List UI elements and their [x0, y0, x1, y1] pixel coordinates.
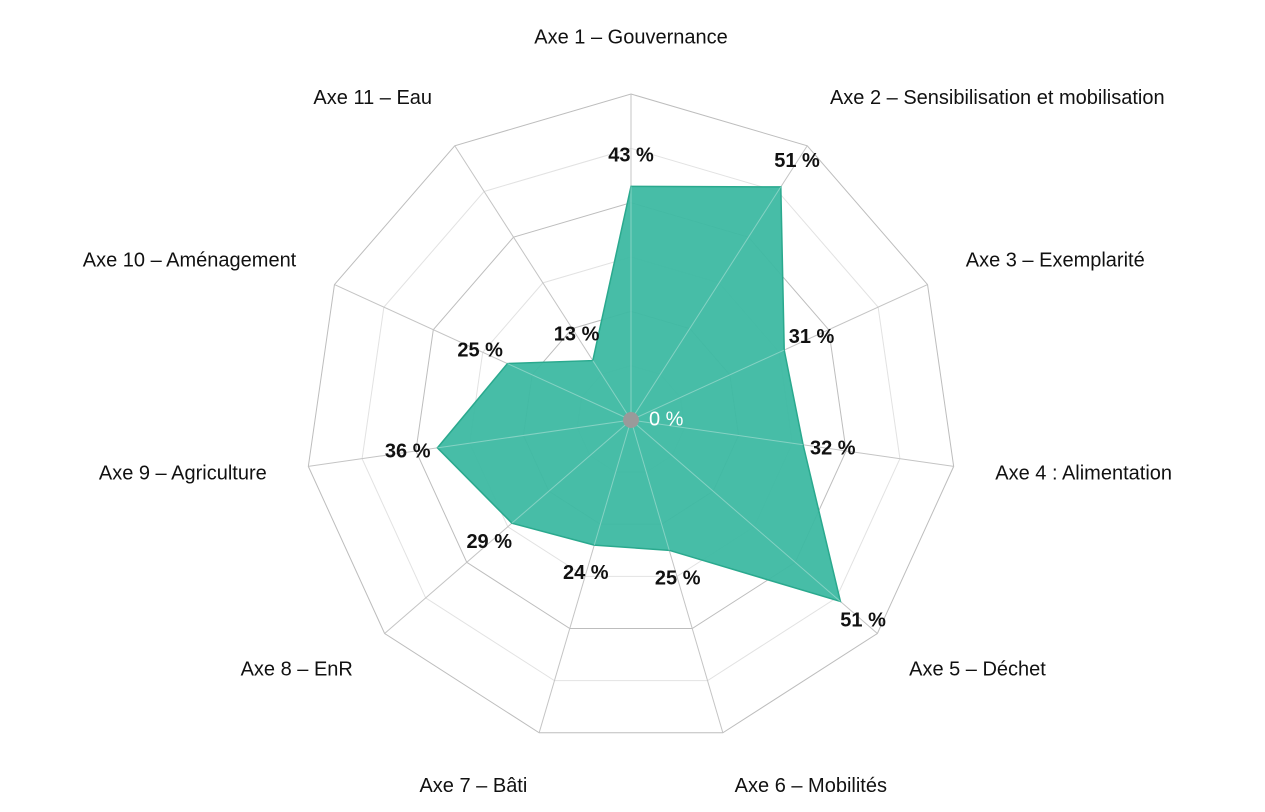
spoke-overlay — [593, 419, 632, 546]
category-label: Axe 8 – EnR — [241, 658, 353, 680]
value-label: 51 % — [840, 609, 886, 631]
spoke-overlay — [630, 349, 785, 421]
category-label: Axe 4 : Alimentation — [995, 463, 1172, 485]
grid-ring — [307, 93, 955, 734]
grid-ring — [361, 147, 901, 682]
category-label: Axe 10 – Aménagement — [83, 250, 297, 272]
category-label: Axe 6 – Mobilités — [735, 775, 887, 797]
spoke-overlay — [630, 419, 670, 551]
category-label: Axe 9 – Agriculture — [99, 463, 267, 485]
spoke-overlay — [630, 419, 841, 602]
value-label: 25 % — [655, 567, 701, 589]
spoke-overlay — [511, 419, 632, 524]
value-label: 29 % — [466, 531, 512, 553]
category-label: Axe 1 – Gouvernance — [534, 26, 727, 48]
value-label: 31 % — [789, 326, 835, 348]
r-tick-label: 0 % — [649, 408, 684, 430]
value-label: 25 % — [457, 339, 503, 361]
category-label: Axe 3 – Exemplarité — [966, 250, 1145, 272]
category-label: Axe 2 – Sensibilisation et mobilisation — [830, 87, 1165, 109]
value-label: 43 % — [608, 145, 654, 167]
spoke-overlay — [630, 186, 782, 421]
spoke-overlay — [437, 419, 632, 449]
value-label: 13 % — [554, 324, 600, 346]
category-label: Axe 7 – Bâti — [419, 775, 527, 797]
spoke-overlay — [630, 419, 804, 446]
value-label: 32 % — [810, 437, 856, 459]
data-area — [436, 185, 842, 603]
value-label: 24 % — [563, 562, 609, 584]
category-label: Axe 5 – Déchet — [909, 658, 1046, 680]
grid-ring — [415, 202, 847, 630]
value-label: 36 % — [385, 440, 431, 462]
spoke-overlay — [507, 363, 632, 421]
center — [623, 412, 639, 428]
spoke-overlay — [592, 360, 632, 421]
value-label: 51 % — [774, 150, 820, 172]
category-label: Axe 11 – Eau — [313, 87, 432, 109]
